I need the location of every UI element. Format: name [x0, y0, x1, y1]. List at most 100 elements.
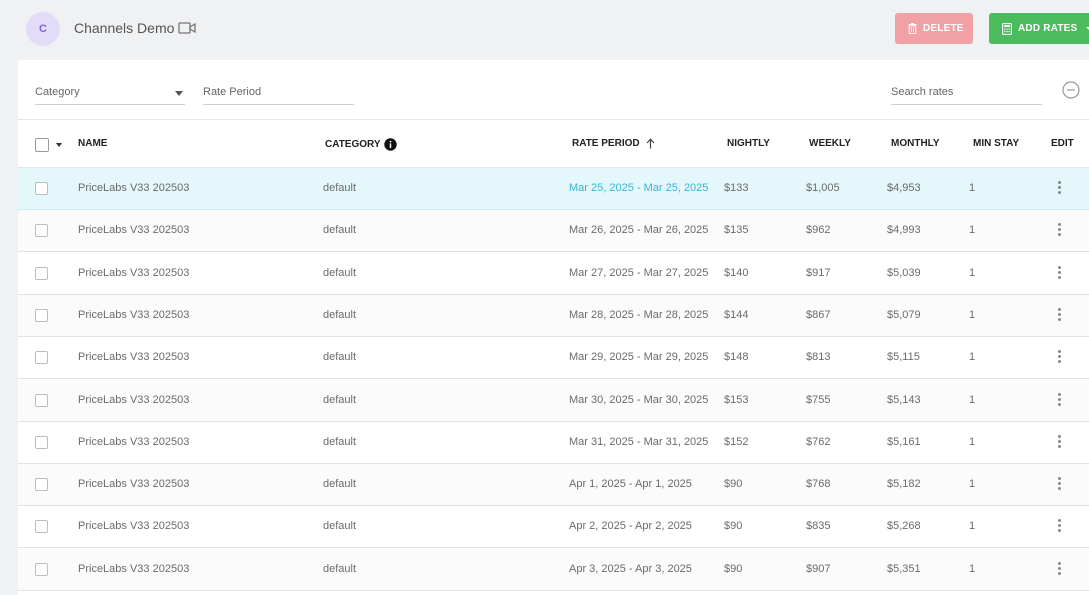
cell-name: PriceLabs V33 202503	[78, 351, 190, 364]
table-row[interactable]: PriceLabs V33 202503 default Apr 3, 2025 -…	[18, 548, 1089, 591]
row-checkbox[interactable]	[35, 266, 48, 280]
dropdown-arrow-icon	[175, 91, 183, 96]
row-checkbox[interactable]	[35, 182, 48, 195]
more-vert-icon[interactable]	[1058, 519, 1062, 533]
chevron-down-icon[interactable]	[1086, 26, 1089, 31]
row-checkbox[interactable]	[35, 435, 48, 449]
cell-category: default	[323, 308, 357, 321]
cell-min-stay: 1	[969, 266, 976, 279]
cell-category: default	[323, 351, 357, 364]
table-row[interactable]: PriceLabs V33 202503 default Mar 31, 2025 …	[18, 422, 1089, 464]
top-bar: C Channels Demo DELETE ADD RATES	[0, 0, 1089, 58]
cell-category: default	[323, 478, 357, 491]
more-vert-icon[interactable]	[1058, 223, 1062, 237]
cell-nightly: $153	[724, 393, 749, 406]
cell-min-stay: 1	[969, 435, 976, 448]
column-header-nightly[interactable]: NIGHTLY	[727, 138, 770, 149]
select-all-checkbox[interactable]	[35, 138, 49, 152]
search-placeholder: Search rates	[891, 86, 954, 98]
cell-rate-period: Mar 30, 2025 - Mar 30, 2025	[569, 393, 709, 406]
cell-nightly: $140	[724, 266, 749, 279]
row-checkbox[interactable]	[35, 308, 48, 322]
filter-bar: Category Rate Period Search rates	[18, 60, 1089, 120]
cell-weekly: $962	[806, 224, 831, 237]
cell-rate-period: Mar 27, 2025 - Mar 27, 2025	[569, 266, 709, 279]
row-checkbox[interactable]	[35, 520, 48, 534]
more-vert-icon[interactable]	[1058, 350, 1062, 364]
cell-name: PriceLabs V33 202503	[78, 308, 190, 321]
column-header-min-stay[interactable]: MIN STAY	[973, 138, 1020, 149]
column-header-name[interactable]: NAME	[78, 138, 108, 149]
cell-nightly: $90	[724, 562, 743, 575]
arrow-up-icon	[646, 138, 655, 149]
add-rates-label: ADD RATES	[1018, 23, 1078, 34]
avatar[interactable]: C	[26, 12, 60, 46]
table-row[interactable]: PriceLabs V33 202503 default Apr 1, 2025 -…	[18, 464, 1089, 507]
row-checkbox[interactable]	[35, 478, 48, 492]
table-row[interactable]: PriceLabs V33 202503 default Mar 26, 2025 …	[18, 210, 1089, 253]
cell-weekly: $768	[806, 478, 831, 491]
delete-button[interactable]: DELETE	[895, 13, 973, 44]
more-vert-icon[interactable]	[1058, 307, 1062, 322]
category-filter[interactable]: Category	[35, 81, 185, 105]
cell-nightly: $90	[724, 520, 743, 533]
table-row[interactable]: PriceLabs V33 202503 default Apr 2, 2025 -…	[18, 506, 1089, 549]
cell-weekly: $867	[806, 308, 831, 321]
column-header-category[interactable]: CATEGORY	[325, 138, 397, 151]
row-checkbox[interactable]	[35, 224, 48, 238]
cell-nightly: $135	[724, 224, 749, 237]
cell-weekly: $755	[806, 393, 831, 406]
cell-monthly: $5,161	[887, 435, 921, 448]
more-vert-icon[interactable]	[1058, 561, 1062, 576]
more-vert-icon[interactable]	[1058, 434, 1062, 449]
cell-weekly: $762	[806, 435, 831, 448]
channel-name: Channels Demo	[74, 20, 175, 36]
cell-monthly: $4,953	[887, 182, 921, 194]
cell-weekly: $813	[806, 351, 831, 364]
cell-rate-period: Mar 29, 2025 - Mar 29, 2025	[569, 351, 709, 364]
cell-min-stay: 1	[969, 478, 976, 491]
cell-name: PriceLabs V33 202503	[78, 435, 190, 448]
row-checkbox[interactable]	[35, 562, 48, 576]
more-vert-icon[interactable]	[1058, 477, 1062, 491]
column-header-monthly[interactable]: MONTHLY	[891, 138, 940, 149]
search-input[interactable]: Search rates	[891, 81, 1042, 105]
cell-category: default	[323, 562, 357, 575]
more-vert-icon[interactable]	[1058, 265, 1062, 280]
cell-rate-period: Mar 25, 2025 - Mar 25, 2025	[569, 182, 709, 194]
cell-nightly: $133	[724, 182, 749, 194]
table-row[interactable]: PriceLabs V33 202503 default Mar 28, 2025 …	[18, 294, 1089, 337]
column-header-rate-period[interactable]: RATE PERIOD	[572, 138, 655, 149]
cell-rate-period: Apr 1, 2025 - Apr 1, 2025	[569, 478, 692, 491]
table-row[interactable]: PriceLabs V33 202503 default Mar 29, 2025 …	[18, 337, 1089, 380]
cell-name: PriceLabs V33 202503	[78, 393, 190, 406]
video-camera-icon[interactable]	[178, 21, 196, 35]
info-icon[interactable]	[383, 138, 397, 151]
cell-category: default	[323, 224, 357, 237]
rate-period-filter-label: Rate Period	[203, 86, 262, 98]
cell-name: PriceLabs V33 202503	[78, 182, 190, 194]
table-row[interactable]: PriceLabs V33 202503 default Mar 25, 2025 …	[18, 168, 1089, 210]
add-rates-button[interactable]: ADD RATES	[989, 13, 1089, 44]
cell-name: PriceLabs V33 202503	[78, 478, 190, 491]
cell-min-stay: 1	[969, 520, 976, 533]
chevron-down-icon[interactable]	[56, 143, 62, 147]
cell-min-stay: 1	[969, 393, 976, 406]
table-row[interactable]: PriceLabs V33 202503 default Mar 30, 2025 …	[18, 379, 1089, 422]
cell-rate-period: Apr 2, 2025 - Apr 2, 2025	[569, 520, 692, 533]
row-checkbox[interactable]	[35, 351, 48, 365]
minus-circle-icon[interactable]	[1062, 81, 1080, 99]
more-vert-icon[interactable]	[1058, 181, 1062, 195]
cell-min-stay: 1	[969, 351, 976, 364]
cell-weekly: $907	[806, 562, 831, 575]
rate-period-filter[interactable]: Rate Period	[203, 81, 354, 105]
calculator-icon	[1002, 22, 1012, 35]
cell-rate-period: Apr 3, 2025 - Apr 3, 2025	[569, 562, 692, 575]
column-header-weekly[interactable]: WEEKLY	[809, 138, 851, 149]
cell-nightly: $144	[724, 308, 749, 321]
column-header-edit: EDIT	[1051, 138, 1074, 149]
table-row[interactable]: PriceLabs V33 202503 default Mar 27, 2025 …	[18, 253, 1089, 295]
more-vert-icon[interactable]	[1058, 392, 1062, 407]
cell-name: PriceLabs V33 202503	[78, 266, 190, 279]
row-checkbox[interactable]	[35, 393, 48, 407]
